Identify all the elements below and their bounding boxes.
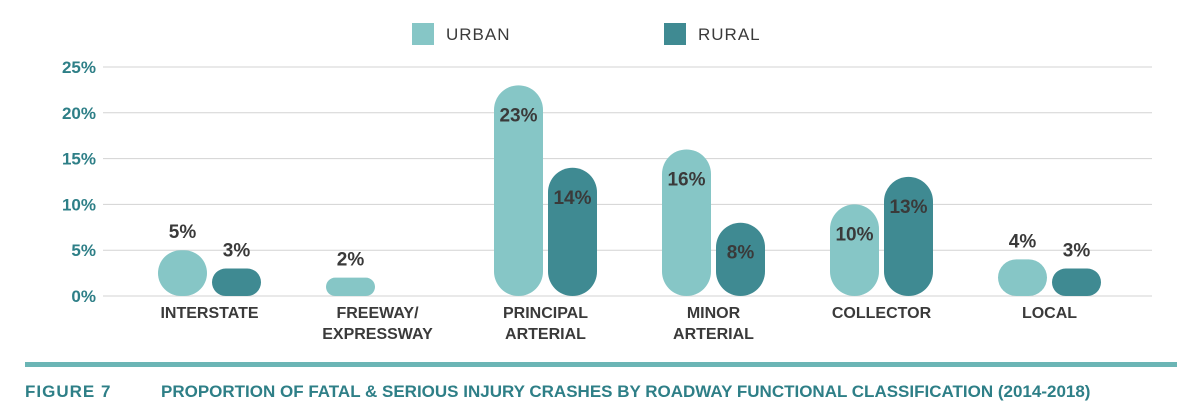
bar-urban — [998, 259, 1047, 296]
gridlines — [103, 66, 1152, 297]
legend-swatch-urban — [412, 23, 434, 45]
figure-title: PROPORTION OF FATAL & SERIOUS INJURY CRA… — [161, 382, 1091, 401]
bar-urban — [158, 250, 207, 296]
category-label: LOCAL — [1022, 305, 1077, 322]
y-tick-label: 0% — [71, 287, 96, 306]
bar-rural — [716, 222, 765, 296]
legend-label-rural: RURAL — [698, 25, 761, 44]
data-label: 5% — [169, 222, 197, 243]
data-label: 13% — [889, 197, 927, 218]
bar-rural — [884, 176, 933, 296]
bar-rural — [1052, 268, 1101, 296]
data-label: 23% — [499, 105, 537, 126]
category-label: ARTERIAL — [673, 326, 754, 343]
y-tick-label: 20% — [62, 104, 96, 123]
y-axis-ticks: 0% 5% 10% 15% 20% 25% — [62, 58, 96, 306]
data-labels: 5% 3% 2% 23% 14% 16% 8% 10% 13% 4% 3% — [169, 105, 1091, 270]
figure-caption: FIGURE 7 PROPORTION OF FATAL & SERIOUS IN… — [25, 382, 1185, 402]
bar-rural — [548, 167, 597, 296]
data-label: 3% — [223, 241, 251, 262]
category-label: COLLECTOR — [832, 305, 932, 322]
data-label: 2% — [337, 250, 365, 271]
bar-urban — [326, 277, 375, 296]
category-label: MINOR — [687, 305, 741, 322]
category-label: FREEWAY/ — [336, 305, 419, 322]
bar-chart: 0% 5% 10% 15% 20% 25% URBAN RURAL 5% 3% 2% 23% 14%… — [62, 23, 1152, 343]
data-label: 10% — [835, 224, 873, 245]
y-tick-label: 10% — [62, 195, 96, 214]
y-tick-label: 5% — [71, 241, 96, 260]
category-label: INTERSTATE — [160, 305, 258, 322]
legend-swatch-rural — [664, 23, 686, 45]
figure-number: FIGURE 7 — [25, 382, 112, 401]
y-tick-label: 15% — [62, 150, 96, 169]
category-label: EXPRESSWAY — [322, 326, 433, 343]
data-label: 8% — [727, 243, 755, 264]
y-tick-label: 25% — [62, 58, 96, 77]
category-labels: INTERSTATE FREEWAY/EXPRESSWAY PRINCIPAL ART… — [160, 305, 1077, 343]
bar-urban — [830, 204, 879, 296]
data-label: 4% — [1009, 231, 1037, 252]
data-label: 3% — [1063, 241, 1091, 262]
bar-urban — [662, 149, 711, 296]
legend: URBAN RURAL — [412, 23, 761, 45]
bar-urban — [494, 85, 543, 296]
bar-rural — [212, 268, 261, 296]
legend-label-urban: URBAN — [446, 25, 511, 44]
category-label: PRINCIPAL — [503, 305, 588, 322]
bars — [158, 85, 1101, 296]
caption-divider — [25, 362, 1177, 367]
category-label: ARTERIAL — [505, 326, 586, 343]
data-label: 14% — [553, 188, 591, 209]
data-label: 16% — [667, 169, 705, 190]
